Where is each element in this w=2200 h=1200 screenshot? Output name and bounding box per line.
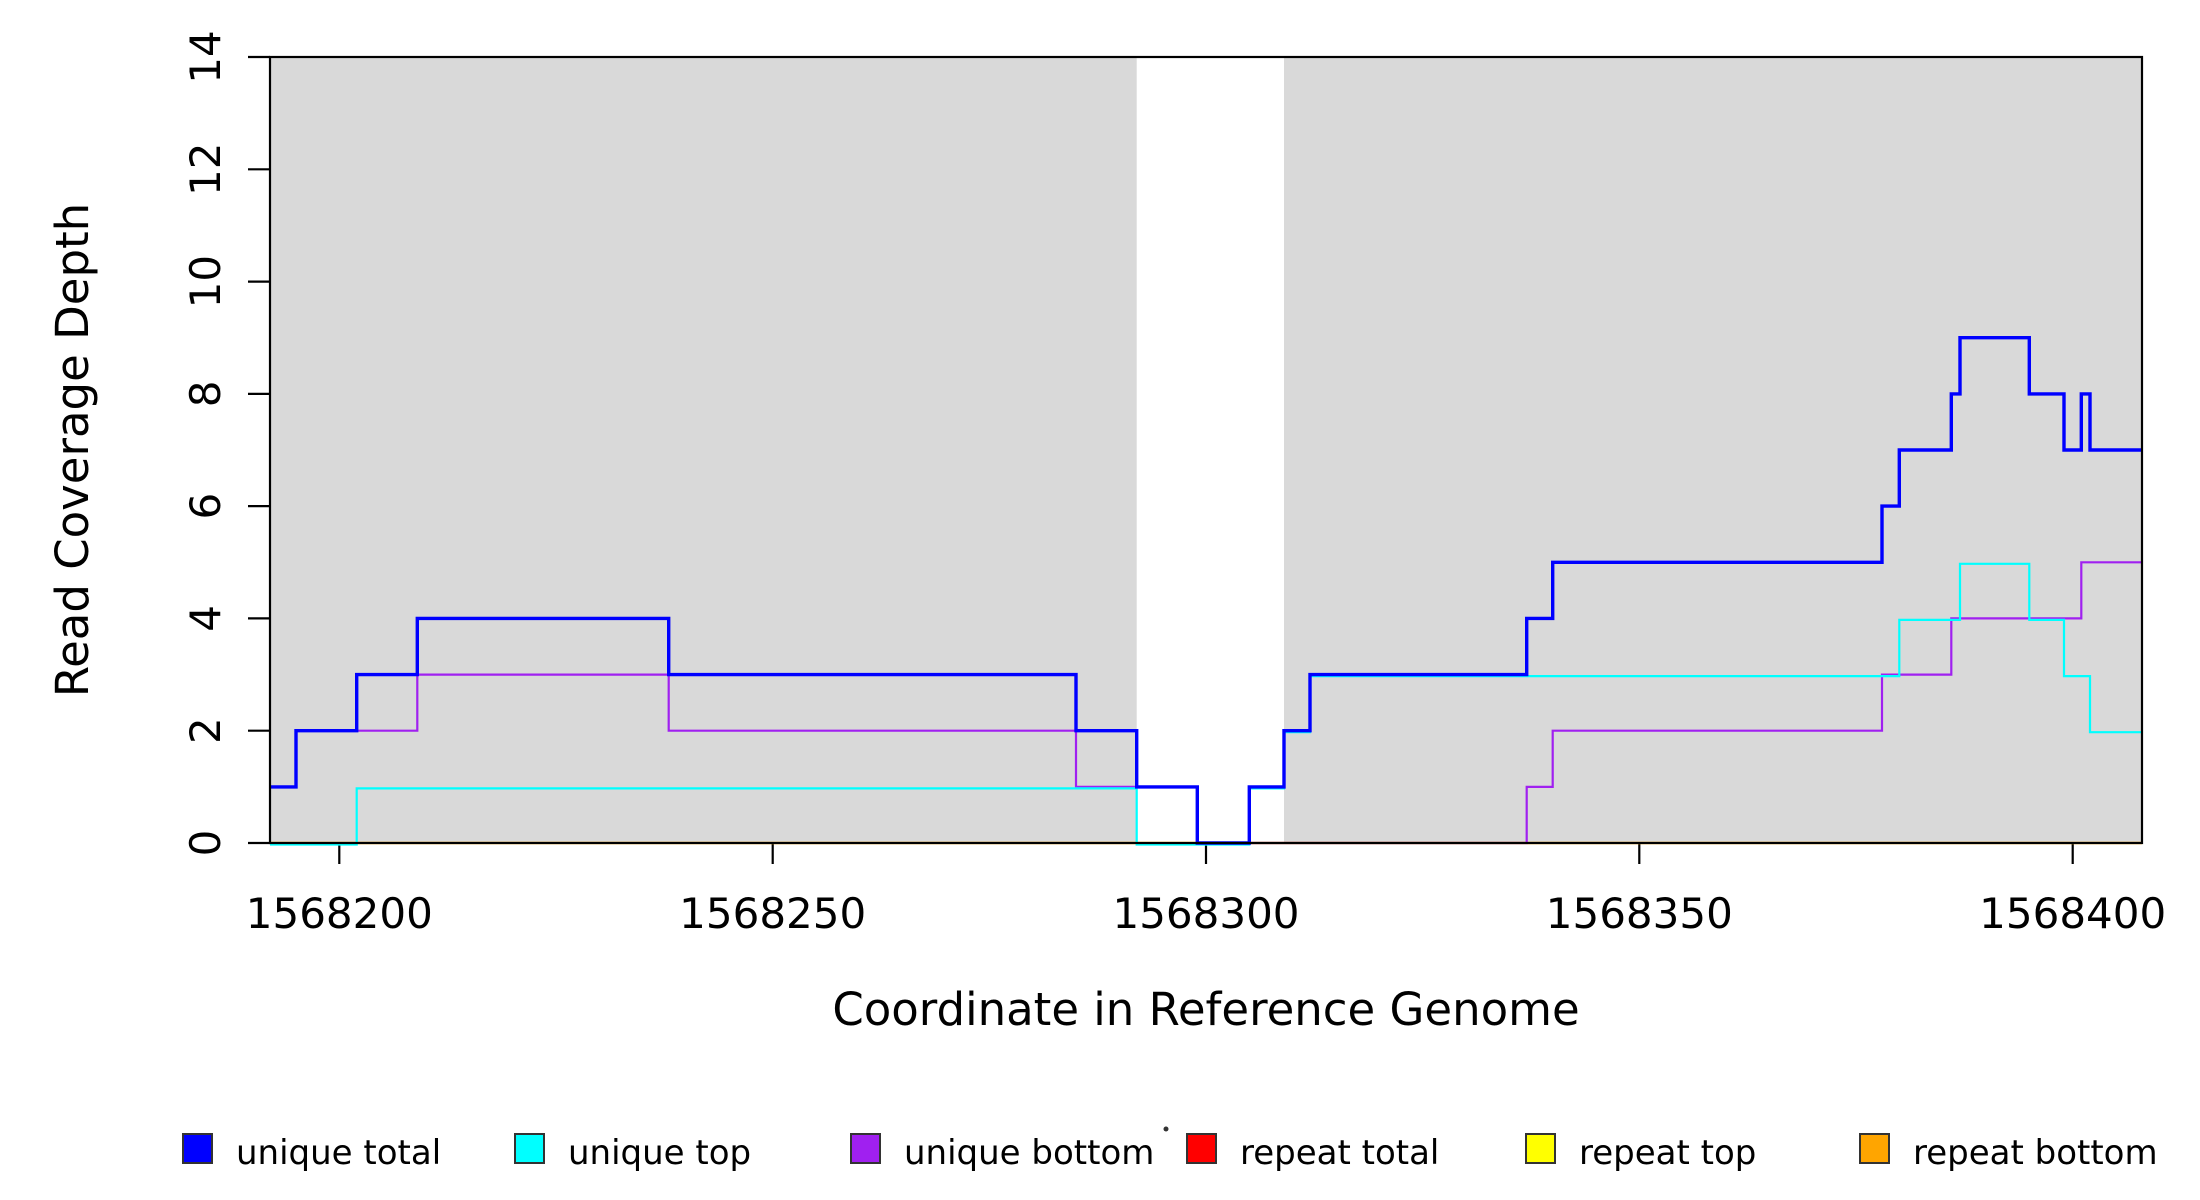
legend-swatch-repeat-bottom bbox=[1859, 1133, 1890, 1164]
series-line-unique-total bbox=[270, 336, 2142, 845]
x-axis-title: Coordinate in Reference Genome bbox=[832, 983, 1579, 1036]
legend-swatch-repeat-total bbox=[1186, 1133, 1217, 1164]
x-tick-label: 1568300 bbox=[1112, 889, 1299, 938]
y-tick-label: 10 bbox=[181, 255, 230, 308]
legend-swatch-unique-total bbox=[182, 1133, 213, 1164]
y-tick-label: 0 bbox=[181, 830, 230, 857]
y-tick-label: 6 bbox=[181, 493, 230, 520]
legend-swatch-unique-bottom bbox=[850, 1133, 881, 1164]
y-tick-label: 4 bbox=[181, 605, 230, 632]
plot-box bbox=[268, 55, 2144, 845]
legend: unique total unique top unique bottom repea… bbox=[182, 1133, 2158, 1173]
legend-label-unique-total: unique total bbox=[236, 1133, 441, 1173]
x-tick-label: 1568400 bbox=[1979, 889, 2166, 938]
axes: 1568200 1568250 1568300 1568350 1568400 0 2 4 6 8… bbox=[181, 30, 2166, 938]
x-tick-label: 1568200 bbox=[246, 889, 433, 938]
legend-label-unique-bottom: unique bottom bbox=[904, 1133, 1154, 1173]
y-tick-label: 2 bbox=[181, 717, 230, 744]
legend-swatch-repeat-top bbox=[1525, 1133, 1556, 1164]
legend-label-repeat-total: repeat total bbox=[1240, 1133, 1439, 1173]
y-tick-label: 8 bbox=[181, 381, 230, 408]
x-tick-label: 1568250 bbox=[679, 889, 866, 938]
y-tick-label: 12 bbox=[181, 143, 230, 196]
legend-swatch-unique-top bbox=[514, 1133, 545, 1164]
legend-label-unique-top: unique top bbox=[568, 1133, 751, 1173]
series-line-unique-top bbox=[270, 562, 2142, 846]
plot-border bbox=[268, 55, 2144, 845]
shaded-region bbox=[1284, 57, 2142, 843]
y-tick-label: 14 bbox=[181, 30, 230, 83]
x-tick-label: 1568350 bbox=[1546, 889, 1733, 938]
y-axis-title: Read Coverage Depth bbox=[46, 203, 99, 697]
legend-label-repeat-bottom: repeat bottom bbox=[1913, 1133, 2158, 1173]
legend-label-repeat-top: repeat top bbox=[1579, 1133, 1756, 1173]
shaded-region bbox=[270, 57, 1137, 843]
artifact-dot bbox=[1163, 1126, 1169, 1132]
shaded-regions bbox=[270, 57, 2142, 843]
